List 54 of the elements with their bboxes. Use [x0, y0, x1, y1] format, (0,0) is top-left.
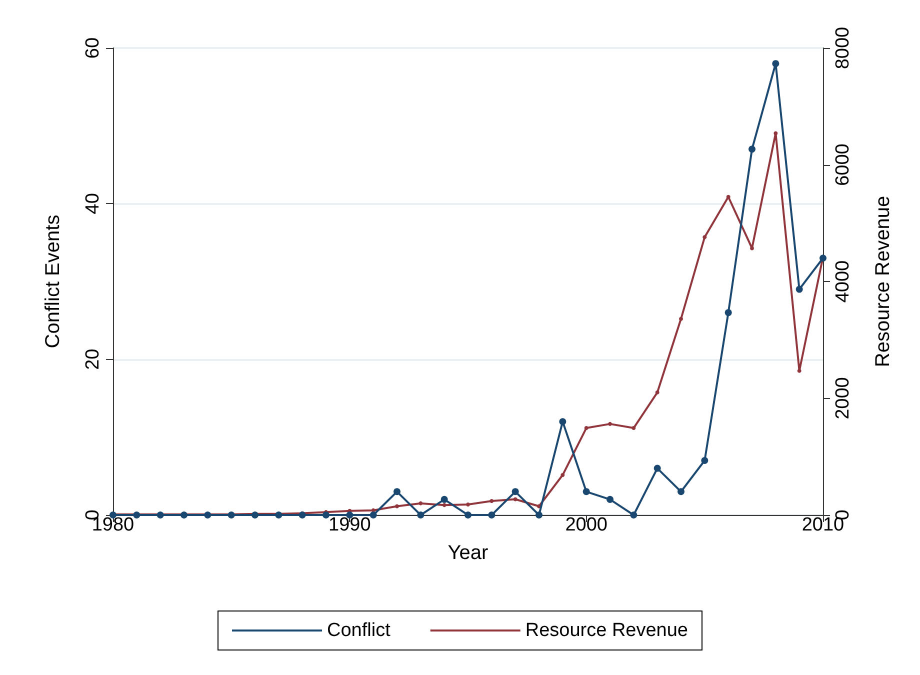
- point: [370, 512, 377, 518]
- point: [395, 504, 399, 508]
- point: [464, 512, 472, 518]
- y-tick-label: 60: [82, 37, 104, 59]
- y2-tick-label: 4000: [832, 260, 854, 303]
- point: [654, 464, 661, 472]
- y2-tick-label: 6000: [832, 144, 854, 186]
- point: [513, 497, 518, 502]
- point: [774, 131, 778, 136]
- legend-label: Conflict: [326, 620, 392, 641]
- point: [632, 426, 636, 430]
- point: [488, 512, 496, 518]
- point: [512, 488, 519, 496]
- point: [559, 418, 566, 426]
- point: [298, 512, 306, 518]
- point: [772, 60, 780, 68]
- y2-tick-label: 2000: [832, 377, 854, 420]
- point: [724, 309, 732, 316]
- x-axis-title: Year: [448, 542, 489, 564]
- legend-label: Resource Revenue: [525, 620, 688, 641]
- point: [820, 254, 826, 262]
- point: [748, 146, 756, 153]
- point: [417, 512, 424, 518]
- point: [679, 316, 683, 321]
- point: [442, 503, 446, 508]
- point: [797, 368, 802, 373]
- y-tick-label: 20: [82, 348, 104, 370]
- point: [466, 502, 470, 506]
- point: [678, 488, 684, 496]
- point: [702, 235, 707, 240]
- point: [582, 488, 590, 496]
- point: [584, 426, 588, 430]
- x-tick-label: 1990: [328, 514, 371, 536]
- point: [418, 501, 423, 506]
- point: [490, 498, 494, 503]
- point: [655, 390, 660, 394]
- point: [322, 512, 330, 518]
- point: [275, 512, 282, 518]
- y2-axis-title: Resource Revenue: [872, 196, 894, 368]
- y2-tick-label: 8000: [832, 26, 854, 70]
- point: [608, 422, 612, 426]
- y-axis-title: Conflict Events: [42, 214, 64, 348]
- point: [440, 496, 448, 503]
- point: [606, 496, 614, 503]
- point: [536, 512, 542, 518]
- point: [796, 286, 803, 293]
- point: [701, 457, 708, 464]
- point: [750, 246, 754, 250]
- point: [560, 473, 565, 478]
- point: [630, 512, 638, 518]
- point: [394, 488, 400, 496]
- point: [252, 512, 258, 518]
- x-tick-label: 2000: [565, 514, 608, 536]
- y-tick-label: 40: [82, 193, 104, 214]
